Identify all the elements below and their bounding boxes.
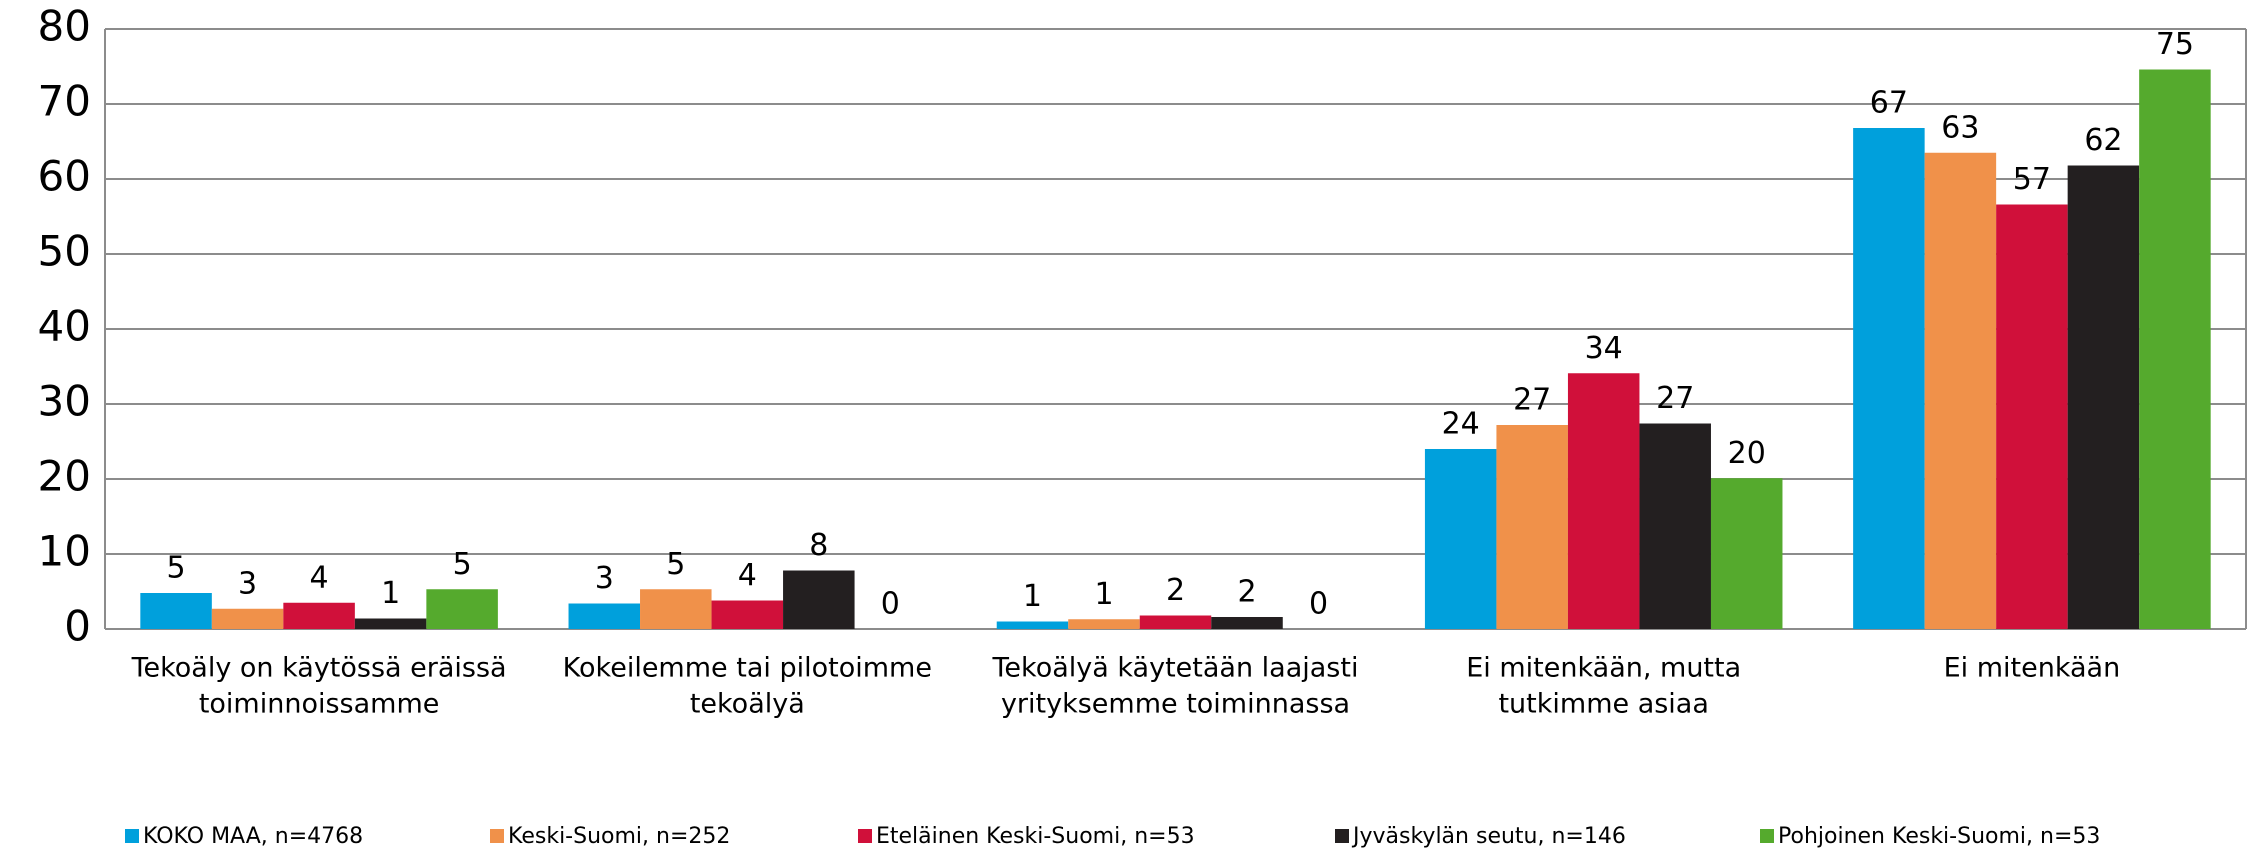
bar (783, 570, 855, 629)
bar (1639, 423, 1711, 629)
data-label: 63 (1941, 110, 1979, 145)
bar (1924, 152, 1997, 629)
data-label: 1 (381, 576, 400, 611)
bar (1068, 619, 1140, 629)
legend-label: KOKO MAA, n=4768 (143, 824, 363, 849)
bar (1496, 425, 1568, 629)
y-tick-label: 0 (64, 602, 91, 651)
y-tick-label: 80 (38, 2, 91, 51)
x-tick-label: tekoälyä (690, 689, 805, 720)
legend-swatch (1760, 829, 1774, 843)
data-label: 5 (453, 547, 472, 582)
data-label: 27 (1656, 381, 1694, 416)
x-tick-label: Ei mitenkään, mutta (1466, 653, 1741, 684)
data-label: 0 (1309, 587, 1328, 622)
bar (2139, 69, 2211, 629)
data-label: 1 (1094, 577, 1113, 612)
bar (1211, 617, 1283, 629)
y-tick-label: 70 (38, 77, 91, 126)
bar (354, 618, 427, 629)
data-label: 27 (1513, 383, 1551, 418)
data-label: 1 (1023, 579, 1042, 614)
data-label: 67 (1870, 86, 1908, 121)
y-tick-label: 40 (38, 302, 91, 351)
data-label: 20 (1728, 436, 1766, 471)
data-label: 4 (738, 558, 757, 593)
bar (283, 602, 355, 629)
data-label: 3 (238, 566, 257, 601)
legend-swatch (490, 829, 504, 843)
x-tick-label: Kokeilemme tai pilotoimme (563, 653, 932, 684)
bar (2067, 165, 2140, 629)
x-tick-label: tutkimme asiaa (1498, 689, 1708, 720)
y-tick-label: 60 (38, 152, 91, 201)
x-tick-label: toiminnoissamme (199, 689, 440, 720)
legend-label: Keski-Suomi, n=252 (508, 824, 730, 849)
data-label: 5 (666, 547, 685, 582)
legend-label: Pohjoinen Keski-Suomi, n=53 (1778, 824, 2100, 849)
legend-swatch (858, 829, 872, 843)
data-label: 3 (595, 561, 614, 596)
data-label: 2 (1237, 575, 1256, 610)
data-label: 2 (1166, 573, 1185, 608)
bar (211, 608, 284, 629)
legend-swatch (1335, 829, 1349, 843)
legend-label: Jyväskylän seutu, n=146 (1351, 824, 1626, 849)
bar (640, 589, 712, 629)
bar (1853, 128, 1925, 629)
x-tick-label: Tekoäly on käytössä eräissä (131, 653, 507, 684)
data-label: 8 (809, 528, 828, 563)
data-label: 24 (1442, 407, 1480, 442)
bar (1139, 615, 1212, 629)
bar (426, 589, 498, 629)
x-tick-label: Ei mitenkään (1944, 653, 2121, 684)
bar (1710, 478, 1783, 629)
data-label: 5 (167, 551, 186, 586)
legend-swatch (125, 829, 139, 843)
y-tick-label: 10 (38, 527, 91, 576)
bar (711, 600, 784, 629)
bar (1567, 373, 1640, 629)
data-label: 75 (2156, 27, 2194, 62)
legend-label: Eteläinen Keski-Suomi, n=53 (876, 824, 1195, 849)
x-tick-label: yrityksemme toiminnassa (1001, 689, 1350, 720)
x-tick-label: Tekoälyä käytetään laajasti (992, 653, 1359, 684)
bar (1424, 449, 1497, 629)
bar (140, 593, 212, 629)
y-tick-label: 50 (38, 227, 91, 276)
bar (996, 621, 1069, 629)
data-label: 62 (2084, 123, 2122, 158)
y-tick-label: 20 (38, 452, 91, 501)
data-label: 4 (310, 560, 329, 595)
data-label: 34 (1585, 331, 1623, 366)
bar (1996, 204, 2068, 629)
bar (568, 603, 641, 629)
data-label: 57 (2013, 162, 2051, 197)
data-label: 0 (881, 587, 900, 622)
y-tick-label: 30 (38, 377, 91, 426)
